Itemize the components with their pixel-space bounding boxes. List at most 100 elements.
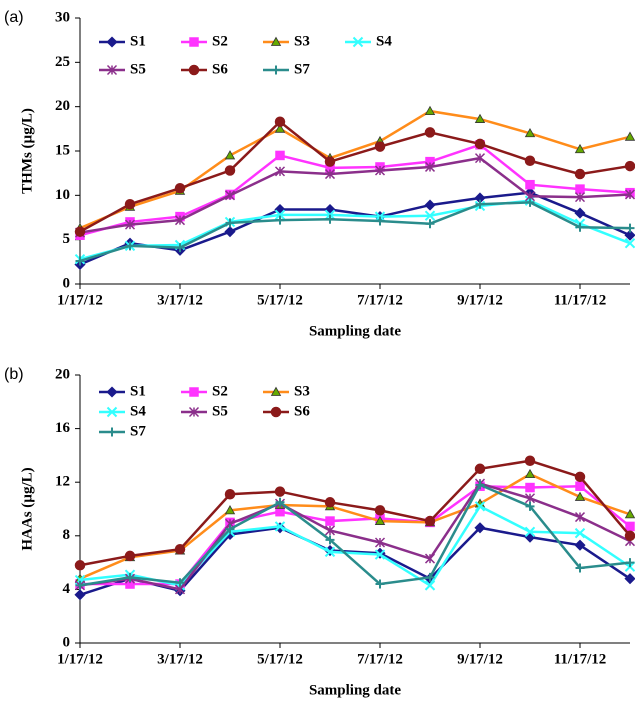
marker	[374, 549, 386, 560]
marker	[624, 131, 635, 141]
marker	[624, 573, 635, 585]
marker	[474, 138, 486, 150]
x-tick-label: 5/17/12	[257, 651, 303, 667]
marker	[624, 509, 635, 519]
marker	[275, 215, 285, 225]
marker	[324, 169, 336, 180]
x-tick-label: 11/17/12	[554, 292, 607, 308]
y-tick-label: 0	[63, 275, 71, 291]
marker	[425, 572, 435, 582]
marker	[375, 579, 385, 589]
legend-label: S6	[294, 403, 310, 419]
marker	[425, 219, 435, 229]
series-line	[79, 156, 631, 234]
panel-label: (b)	[4, 366, 24, 383]
marker	[525, 197, 535, 207]
marker	[625, 521, 635, 532]
series-line	[79, 482, 631, 591]
y-tick-label: 25	[55, 54, 70, 70]
y-axis-title: HAAs (µg/L)	[19, 467, 35, 550]
marker	[575, 222, 585, 232]
legend-label: S5	[130, 61, 146, 77]
marker	[624, 530, 635, 542]
legend-label: S2	[212, 383, 228, 399]
marker	[624, 189, 635, 200]
legend-marker	[106, 64, 118, 76]
marker	[625, 223, 635, 233]
marker	[274, 486, 286, 497]
x-tick-label: 1/17/12	[57, 292, 103, 308]
marker	[124, 219, 136, 230]
marker	[474, 113, 486, 123]
marker	[375, 216, 385, 226]
x-tick-label: 3/17/12	[157, 292, 203, 308]
legend-label: S4	[376, 33, 392, 49]
marker	[424, 127, 436, 138]
marker	[224, 150, 236, 160]
marker	[574, 491, 586, 501]
y-tick-label: 5	[63, 231, 71, 247]
legend-label: S1	[130, 383, 146, 399]
marker	[224, 489, 236, 500]
series-line	[79, 504, 631, 588]
x-tick-label: 11/17/12	[554, 651, 607, 667]
series-line	[79, 483, 631, 587]
panel-label: (a)	[4, 9, 24, 26]
series-line	[80, 484, 631, 586]
marker	[75, 256, 85, 266]
y-tick-label: 15	[55, 142, 70, 158]
x-axis-title: Sampling date	[309, 323, 401, 339]
marker	[574, 143, 586, 154]
legend-marker	[106, 386, 118, 398]
marker	[275, 150, 285, 161]
series-line	[79, 120, 631, 233]
marker	[524, 155, 536, 167]
marker	[274, 209, 286, 221]
marker	[424, 210, 436, 221]
legend-marker	[106, 36, 118, 48]
marker	[525, 179, 535, 190]
marker	[424, 515, 436, 527]
legend-marker	[189, 37, 199, 47]
marker	[524, 468, 536, 479]
legend-label: S2	[212, 33, 228, 49]
marker	[424, 199, 436, 211]
marker	[374, 141, 386, 152]
marker	[175, 578, 185, 588]
marker	[324, 497, 336, 508]
series-line	[79, 459, 631, 567]
marker	[624, 160, 635, 172]
marker	[474, 153, 486, 164]
marker	[475, 199, 485, 209]
y-tick-label: 20	[55, 366, 70, 382]
marker	[574, 539, 586, 551]
marker	[575, 184, 585, 194]
marker	[74, 560, 86, 571]
marker	[374, 505, 386, 516]
marker	[524, 493, 536, 504]
marker	[474, 522, 486, 534]
x-tick-label: 1/17/12	[57, 651, 103, 667]
marker	[224, 505, 236, 515]
marker	[175, 243, 185, 253]
y-tick-label: 30	[55, 9, 70, 25]
marker	[174, 215, 186, 226]
marker	[225, 218, 235, 228]
marker	[125, 572, 135, 582]
marker	[474, 501, 486, 512]
marker	[475, 480, 485, 490]
y-tick-label: 4	[63, 581, 71, 597]
legend-label: S6	[212, 61, 228, 77]
legend-marker	[270, 386, 282, 396]
marker	[525, 482, 535, 493]
marker	[275, 497, 285, 507]
marker	[274, 166, 286, 177]
marker	[74, 589, 86, 601]
marker	[524, 455, 536, 467]
legend-marker	[271, 65, 281, 75]
marker	[75, 580, 85, 590]
legend-marker	[188, 406, 200, 418]
marker	[424, 580, 436, 591]
